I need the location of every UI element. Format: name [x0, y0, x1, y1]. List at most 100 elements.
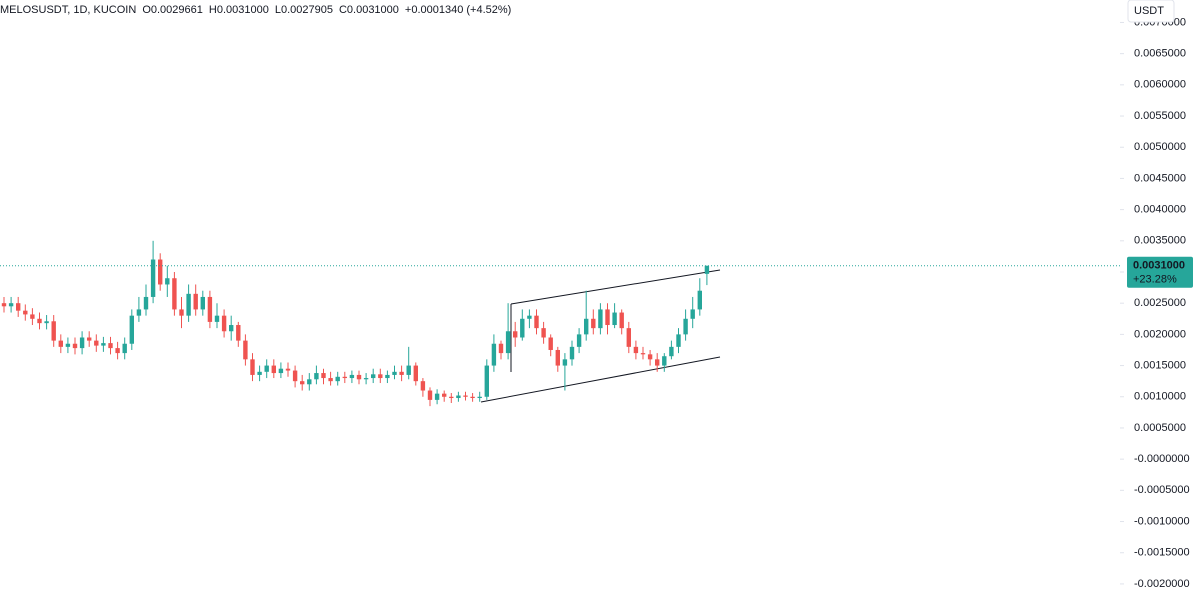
candle-body: [229, 325, 234, 332]
candle-body: [399, 371, 404, 375]
candle-body: [356, 374, 362, 380]
candle-body: [335, 376, 340, 382]
y-tick-label: 0.0025000: [1134, 297, 1186, 309]
candle-body: [30, 314, 35, 319]
candle-body: [456, 395, 461, 399]
candle-body: [23, 310, 28, 315]
currency-label[interactable]: USDT: [1134, 5, 1164, 17]
candle-body: [605, 309, 610, 326]
candle-body: [87, 337, 92, 341]
candle-body: [662, 356, 667, 366]
y-tick-label: 0.0055000: [1134, 110, 1186, 122]
candle-body: [498, 343, 504, 354]
candle-body: [655, 359, 660, 366]
axis-group: -0.0020000 -0.0015000 -0.0010000 -0.0005000…: [1120, 16, 1190, 590]
candle-body: [115, 348, 120, 354]
candle-body: [314, 373, 319, 380]
y-tick-label: 0.0060000: [1134, 79, 1186, 91]
candle-body: [236, 325, 241, 341]
candle-body: [129, 315, 134, 344]
candle-body: [612, 312, 617, 326]
y-tick-label: 0.0065000: [1134, 48, 1186, 60]
candle-body: [349, 374, 355, 379]
candle-body: [271, 365, 276, 374]
candle-body: [633, 346, 639, 354]
currency-box[interactable]: [1127, 0, 1175, 23]
y-tick-label: 0.0005000: [1134, 422, 1186, 434]
candle-body: [300, 381, 305, 385]
candle-body: [342, 376, 347, 379]
candle-body: [619, 312, 624, 329]
candle-body: [491, 343, 497, 366]
y-tick-label: 0.0020000: [1134, 328, 1186, 340]
candle-body: [534, 315, 539, 329]
candle-body: [626, 328, 631, 347]
candle-body: [307, 379, 312, 385]
candle-body: [598, 309, 603, 329]
candle-body: [392, 371, 397, 375]
candle-body: [584, 318, 589, 335]
candle-body: [37, 318, 42, 324]
symbol-title: MELOSUSDT, 1D, KUCOIN: [0, 4, 136, 16]
candle-body: [413, 365, 418, 382]
candle-body: [562, 359, 568, 366]
candle-body: [704, 265, 710, 274]
candle-body: [72, 343, 78, 349]
candle-body: [328, 378, 333, 382]
candle-body: [200, 296, 205, 310]
candle-body: [513, 331, 518, 338]
candle-body: [555, 349, 560, 366]
candle-body: [697, 290, 702, 310]
candle-body: [378, 374, 383, 379]
y-tick-label: -0.0000000: [1134, 453, 1190, 465]
candle-body: [477, 396, 482, 399]
overlay: 0.0031000 +23.28%: [0, 256, 1193, 288]
candle-body: [179, 309, 184, 316]
candle-body: [363, 378, 369, 380]
y-tick-label: 0.0040000: [1134, 204, 1186, 216]
candle-body: [257, 371, 262, 375]
candle-body: [193, 293, 198, 310]
candle-body: [285, 368, 291, 371]
candle-body: [690, 309, 695, 319]
candle-body: [371, 374, 376, 379]
channel-lower-line: [480, 356, 721, 403]
candle-body: [434, 393, 440, 400]
candle-body: [108, 343, 113, 349]
candle-body: [122, 343, 127, 354]
candle-body: [520, 318, 525, 338]
legend-key: L: [275, 4, 281, 16]
y-tick-label: -0.0020000: [1134, 578, 1190, 590]
y-tick-label: -0.0005000: [1134, 484, 1190, 496]
candle-body: [186, 293, 191, 316]
legend-change: +0.0001340 (+4.52%): [405, 4, 511, 16]
candle-body: [16, 303, 21, 311]
candle-body: [158, 259, 163, 285]
candle-body: [470, 396, 475, 399]
candle-body: [527, 315, 532, 319]
candle-body: [214, 315, 220, 322]
candle-body: [150, 259, 156, 297]
candle-body: [548, 337, 553, 350]
candle-body: [406, 365, 411, 375]
ohlc-legend: O 0.0029661 H 0.0031000 L 0.0027905 C 0.0031000…: [142, 4, 511, 16]
candle-body: [569, 346, 575, 360]
candle-body: [264, 365, 269, 372]
candle-body: [143, 296, 149, 310]
legend-key: C: [339, 4, 347, 16]
candle-body: [442, 393, 447, 397]
candle-body: [683, 318, 688, 335]
candle-body: [669, 346, 674, 357]
candle-body: [576, 334, 582, 347]
legend-key: O: [142, 4, 151, 16]
price-badge: [1127, 256, 1193, 288]
candle-body: [1, 303, 7, 307]
candle-body: [449, 396, 454, 399]
legend-value: 0.0031000: [217, 4, 269, 16]
candle-body: [463, 395, 468, 397]
candle-body: [207, 296, 213, 322]
legend-value: 0.0029661: [151, 4, 203, 16]
candle-body: [79, 337, 85, 349]
